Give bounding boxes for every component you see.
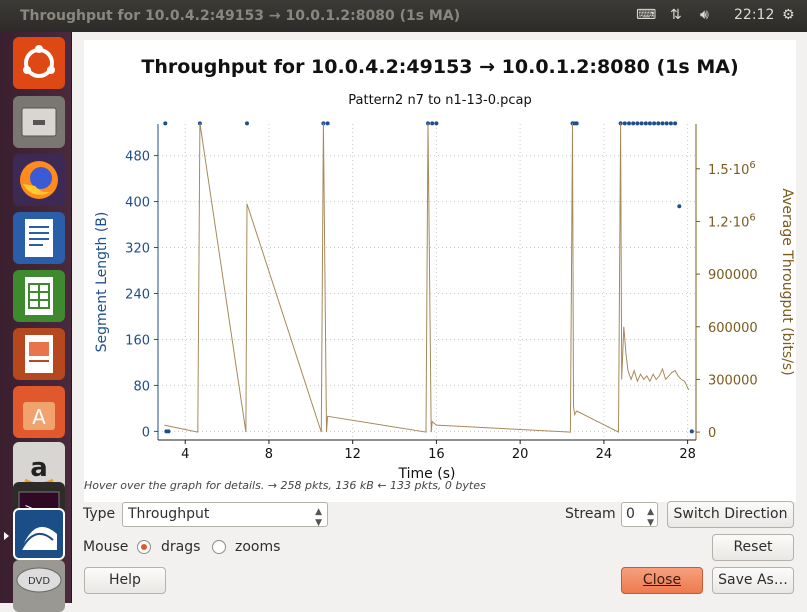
x-tick-label: 8	[265, 447, 273, 462]
segment-point	[325, 121, 330, 126]
segment-point	[434, 121, 439, 126]
svg-text:DVD: DVD	[28, 576, 50, 587]
y-left-tick-label: 240	[125, 287, 150, 302]
segment-point	[664, 121, 669, 126]
help-button[interactable]: Help	[84, 567, 166, 594]
y-right-tick-label: 0	[708, 426, 716, 441]
x-tick-label: 4	[181, 447, 189, 462]
y-right-tick-label: 900000	[708, 268, 758, 283]
segment-point	[677, 204, 682, 209]
drags-label[interactable]: drags	[161, 539, 201, 555]
y-left-tick-label: 400	[125, 196, 150, 211]
segment-point	[430, 121, 435, 126]
y-right-tick-label: 600000	[708, 321, 758, 336]
x-tick-label: 12	[344, 447, 361, 462]
top-panel: Throughput for 10.0.4.2:49153 → 10.0.1.2…	[0, 0, 807, 32]
keyboard-icon[interactable]: ⌨	[636, 7, 657, 23]
segment-point	[574, 121, 579, 126]
close-button-label: Close	[642, 572, 682, 588]
y-left-tick-label: 160	[125, 333, 150, 348]
type-combo-value: Throughput	[128, 506, 210, 522]
y-right-tick-exponent: 6	[749, 160, 755, 171]
network-icon[interactable]: ⇅	[670, 7, 682, 23]
type-label: Type	[83, 506, 116, 522]
segment-point	[631, 121, 636, 126]
segment-point	[163, 121, 168, 126]
segment-point	[673, 121, 678, 126]
y-left-tick-label: 0	[142, 425, 150, 440]
segment-point	[627, 121, 631, 126]
segment-point	[643, 121, 648, 126]
segment-point	[689, 429, 694, 434]
y-left-tick-label: 320	[125, 242, 150, 257]
chart-subtitle: Pattern2 n7 to n1-13-0.pcap	[348, 93, 531, 108]
hover-hint: Hover over the graph for details. → 258 …	[84, 479, 486, 492]
close-button[interactable]: Close	[621, 567, 703, 594]
mouse-label: Mouse	[83, 539, 129, 555]
files-icon[interactable]	[13, 96, 65, 148]
y-right-tick-label: 1.5·106	[708, 160, 756, 178]
calc-icon[interactable]	[13, 270, 65, 322]
wireshark-icon[interactable]	[4, 508, 65, 560]
drags-radio[interactable]	[137, 540, 151, 554]
ubuntu-dash-icon[interactable]	[13, 37, 65, 89]
dvd-icon[interactable]: DVD	[13, 560, 65, 612]
volume-icon[interactable]: 🔊︎	[700, 7, 709, 23]
stream-label: Stream	[565, 506, 616, 522]
throughput-dialog: Throughput for 10.0.4.2:49153 → 10.0.1.2…	[72, 32, 807, 603]
segment-point	[639, 121, 644, 126]
throughput-line	[164, 123, 690, 433]
spin-updown-icon[interactable]: ▲ ▼	[647, 507, 654, 528]
software-center-icon[interactable]: A	[13, 386, 65, 438]
power-gear-icon[interactable]: ⚙	[782, 7, 795, 23]
svg-text:a: a	[30, 453, 48, 483]
throughput-chart[interactable]: Throughput for 10.0.4.2:49153 → 10.0.1.2…	[84, 40, 796, 502]
x-axis-label: Time (s)	[398, 466, 456, 482]
save-as-button[interactable]: Save As…	[712, 567, 794, 594]
segment-point	[656, 121, 661, 126]
segment-point	[245, 121, 249, 126]
firefox-icon[interactable]	[13, 154, 65, 206]
x-tick-label: 24	[596, 447, 613, 462]
launcher: A a >_ DVD	[0, 32, 72, 612]
clock[interactable]: 22:12	[734, 7, 775, 23]
y-left-tick-label: 80	[133, 379, 150, 394]
y-right-tick-label: 300000	[708, 373, 758, 388]
segment-point	[622, 121, 627, 126]
reset-button[interactable]: Reset	[712, 534, 794, 561]
x-tick-label: 16	[428, 447, 445, 462]
segment-point	[660, 121, 665, 126]
window-title: Throughput for 10.0.4.2:49153 → 10.0.1.2…	[20, 8, 461, 24]
combo-updown-icon: ▲ ▼	[315, 507, 322, 528]
y-left-tick-label: 480	[125, 150, 150, 165]
x-tick-label: 20	[512, 447, 529, 462]
y-right-tick-exponent: 6	[749, 212, 755, 223]
segment-point	[635, 121, 640, 126]
plot-area[interactable]: Throughput for 10.0.4.2:49153 → 10.0.1.2…	[84, 40, 796, 502]
svg-text:A: A	[32, 405, 46, 429]
chart-title: Throughput for 10.0.4.2:49153 → 10.0.1.2…	[141, 56, 738, 78]
x-tick-label: 28	[679, 447, 696, 462]
y-left-axis-label: Segment Length (B)	[94, 212, 110, 353]
stream-spinbox[interactable]: 0 ▲ ▼	[621, 502, 658, 528]
writer-icon[interactable]	[13, 212, 65, 264]
type-combo[interactable]: Throughput ▲ ▼	[122, 502, 328, 528]
switch-direction-button[interactable]: Switch Direction	[667, 501, 794, 528]
segment-point	[652, 121, 657, 126]
segment-point	[647, 121, 652, 126]
impress-icon[interactable]	[13, 328, 65, 380]
y-right-tick-label: 1.2·106	[708, 212, 756, 230]
y-right-axis-label: Average Througput (bits/s)	[779, 188, 795, 375]
stream-value: 0	[626, 506, 635, 522]
zooms-label[interactable]: zooms	[235, 539, 281, 555]
segment-point	[668, 121, 673, 126]
segment-point	[166, 429, 171, 434]
zooms-radio[interactable]	[212, 540, 226, 554]
